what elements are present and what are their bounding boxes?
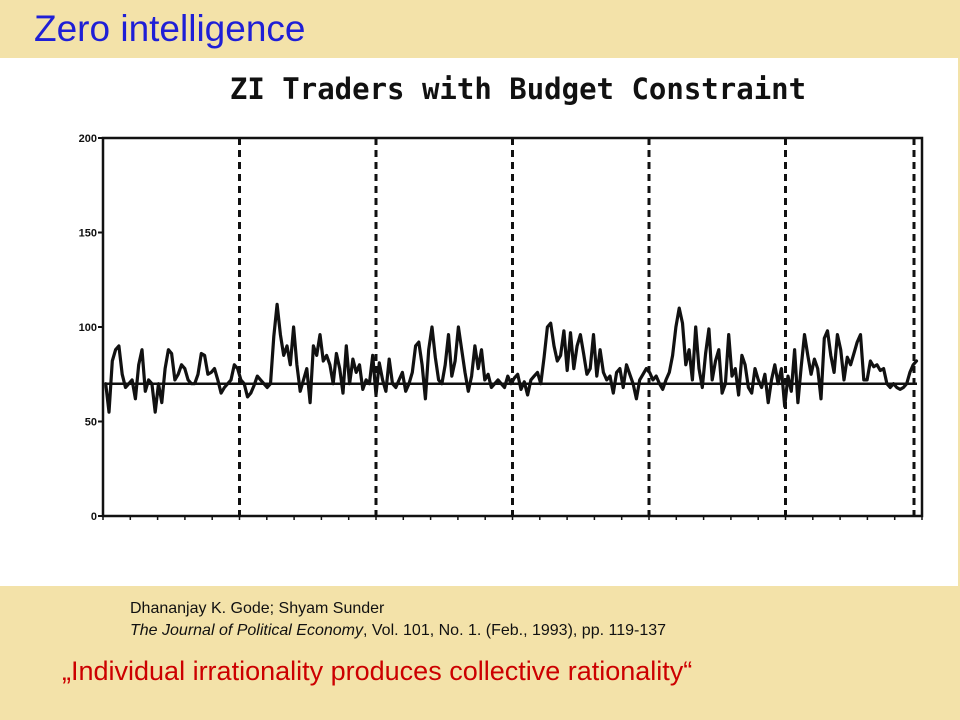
citation-source: The Journal of Political Economy, Vol. 1… <box>130 620 666 642</box>
y-tick-label: 50 <box>85 417 97 429</box>
chart-svg: ZI Traders with Budget Constraint 0 50 100… <box>79 72 924 523</box>
citation-authors: Dhananjay K. Gode; Shyam Sunder <box>130 600 385 617</box>
y-tick-label: 150 <box>79 228 97 240</box>
chart-title: ZI Traders with Budget Constraint <box>230 72 806 106</box>
quote: „Individual irrationality produces colle… <box>62 656 693 686</box>
y-tick-label: 200 <box>79 133 97 145</box>
citation-details: , Vol. 101, No. 1. (Feb., 1993), pp. 119… <box>363 622 667 639</box>
slide-title: Zero intelligence <box>34 8 306 49</box>
chart-figure: ZI Traders with Budget Constraint 0 50 100… <box>0 58 958 586</box>
y-tick-label: 100 <box>79 322 97 334</box>
y-tick-label: 0 <box>91 511 97 523</box>
price-series-line <box>104 302 919 414</box>
plot-frame <box>101 136 924 518</box>
citation: Dhananjay K. Gode; Shyam Sunder The Jour… <box>130 598 666 642</box>
plot-area: 0 50 100 150 200 <box>79 133 924 523</box>
citation-journal: The Journal of Political Economy <box>130 622 363 639</box>
